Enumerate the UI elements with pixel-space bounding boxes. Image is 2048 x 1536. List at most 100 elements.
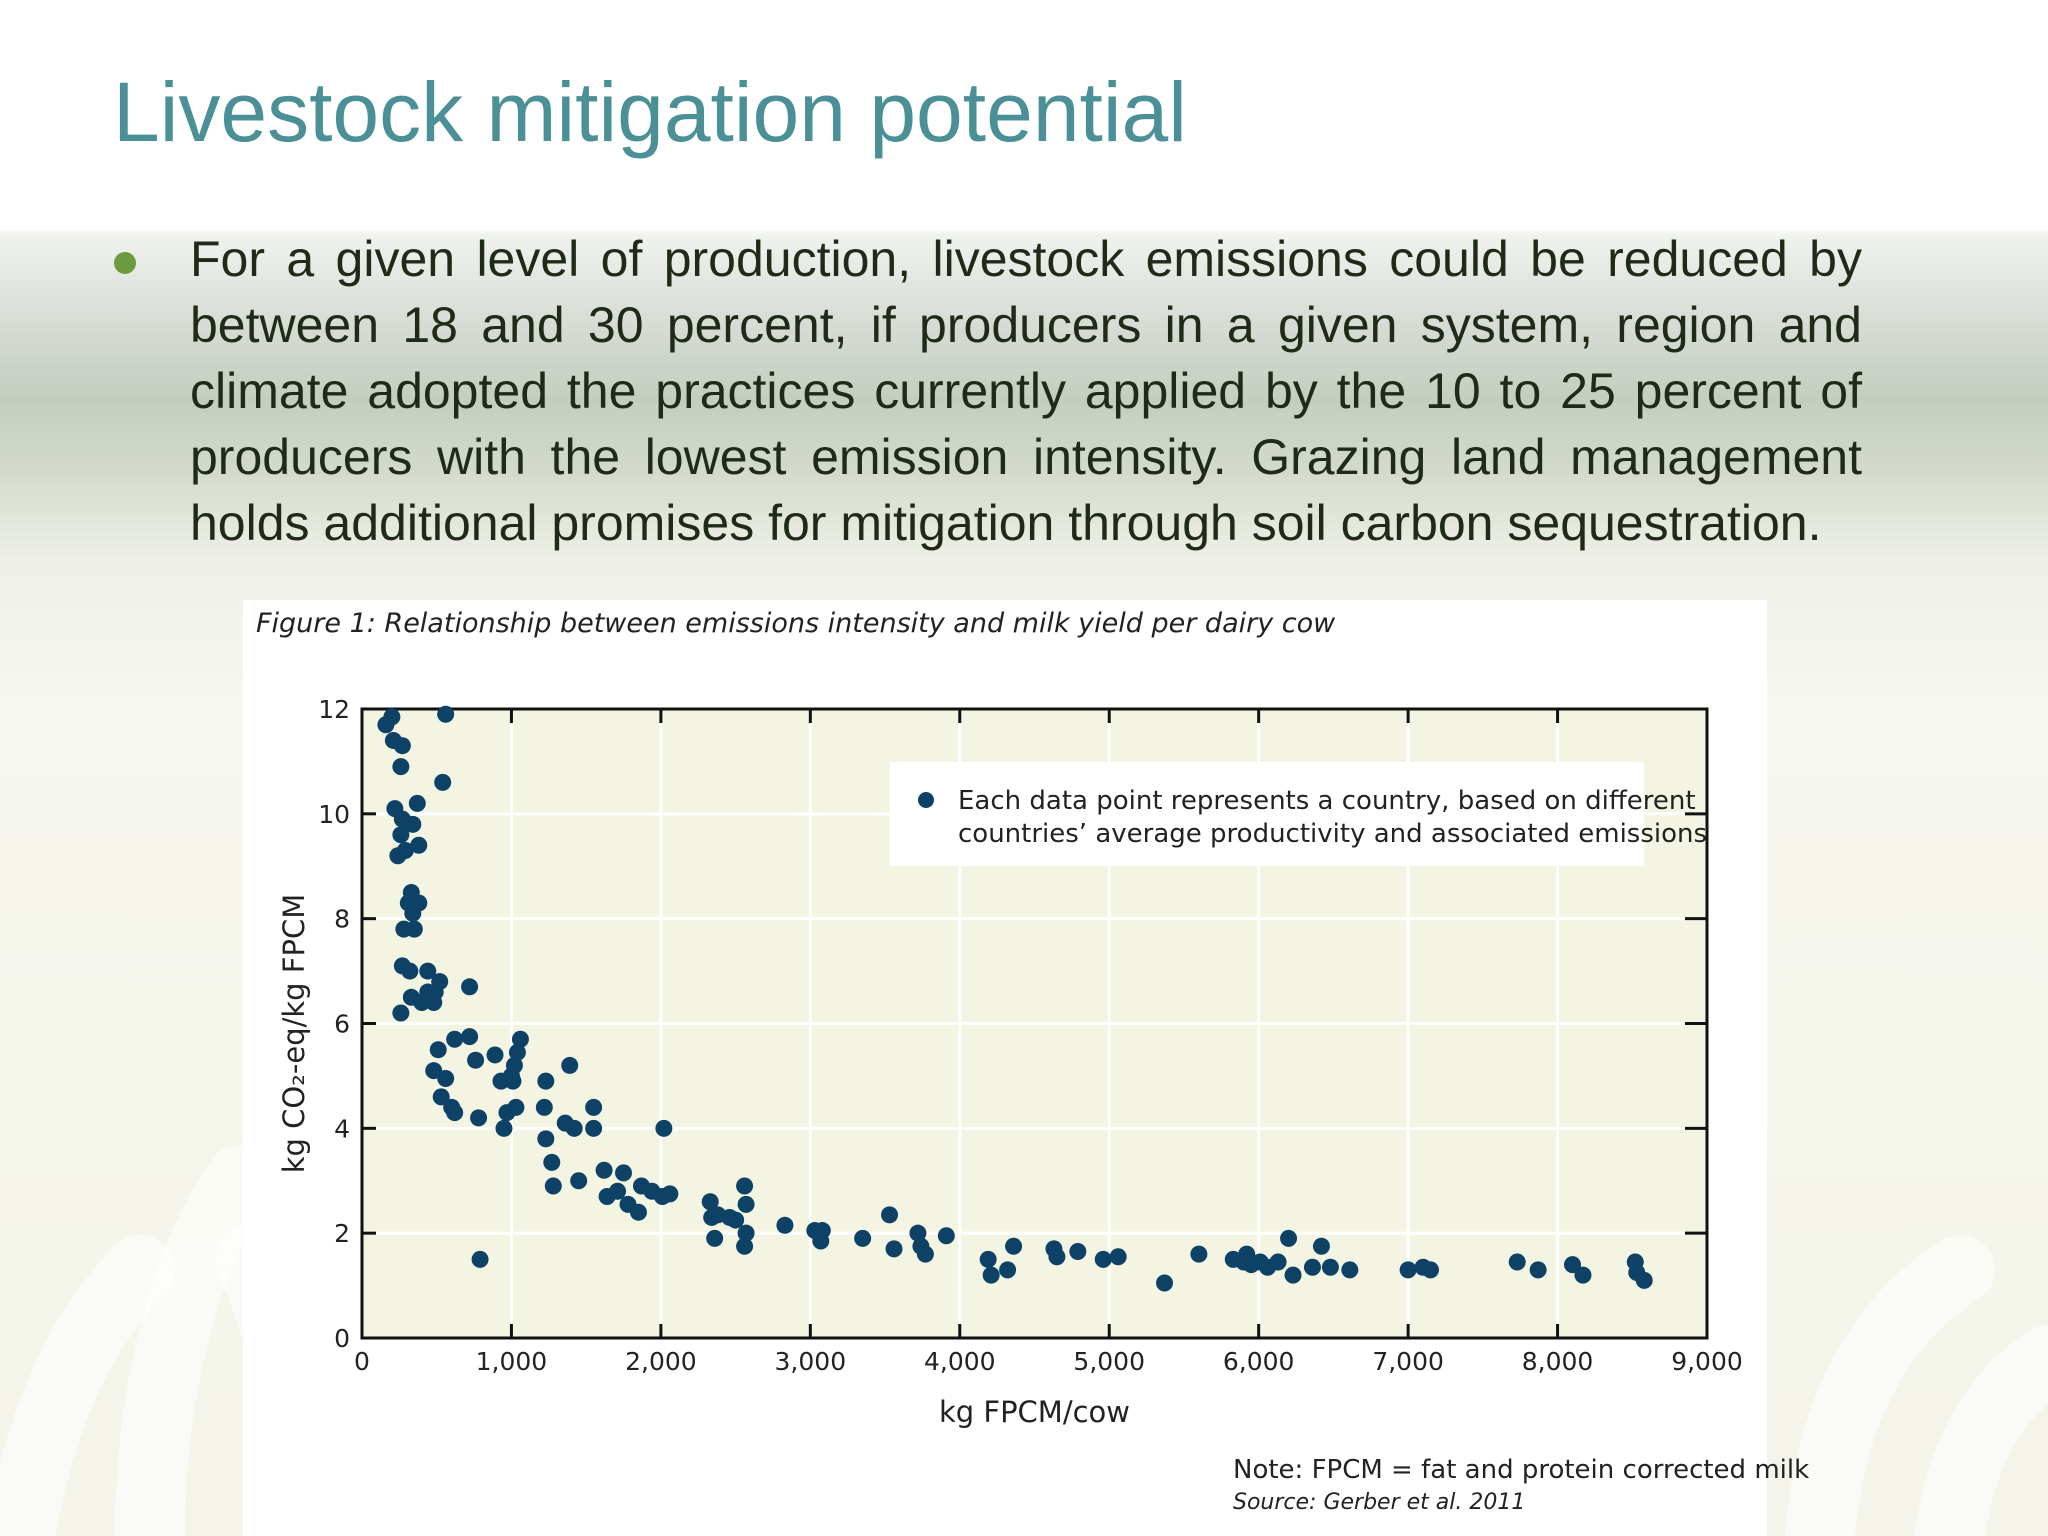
x-tick-label: 2,000 (625, 1347, 697, 1376)
data-point (508, 1043, 526, 1061)
data-point (570, 1172, 588, 1190)
data-point (655, 1119, 673, 1137)
figure-source: Source: Gerber et al. 2011 (1233, 1490, 1526, 1515)
data-point (404, 815, 422, 833)
data-point (396, 842, 414, 860)
data-point (544, 1177, 562, 1195)
data-point (885, 1240, 903, 1258)
data-point (1321, 1258, 1339, 1276)
x-tick-label: 0 (354, 1347, 370, 1376)
data-point (408, 794, 426, 812)
data-point (537, 1130, 555, 1148)
data-point (1280, 1229, 1298, 1247)
data-point (461, 1028, 479, 1046)
x-tick-label: 3,000 (775, 1347, 847, 1376)
data-point (565, 1119, 583, 1137)
data-point (504, 1072, 522, 1090)
data-point (461, 978, 479, 996)
data-point (909, 1224, 927, 1242)
data-point (585, 1098, 603, 1116)
data-point (727, 1211, 745, 1229)
axis-ticks (362, 709, 1707, 1338)
data-point (706, 1229, 724, 1247)
legend: Each data point represents a country, ba… (890, 762, 1707, 866)
y-tick-label: 8 (334, 905, 350, 934)
x-tick-label: 7,000 (1372, 1347, 1444, 1376)
data-point (701, 1193, 719, 1211)
data-point (505, 1056, 523, 1074)
data-point (609, 1182, 627, 1200)
x-tick-label: 1,000 (476, 1347, 548, 1376)
data-point (999, 1261, 1017, 1279)
data-point (1005, 1237, 1023, 1255)
data-point (1341, 1261, 1359, 1279)
data-point (1048, 1248, 1066, 1266)
data-point (916, 1245, 934, 1263)
data-point (543, 1153, 561, 1171)
data-point (1312, 1237, 1330, 1255)
y-tick-label: 10 (318, 800, 350, 829)
data-point (1422, 1261, 1440, 1279)
data-point (537, 1072, 555, 1090)
data-point (737, 1224, 755, 1242)
x-tick-label: 6,000 (1223, 1347, 1295, 1376)
data-point (446, 1104, 464, 1122)
data-point (392, 1004, 410, 1022)
data-point (585, 1119, 603, 1137)
data-point (1399, 1261, 1417, 1279)
data-point (419, 962, 437, 980)
data-point (437, 705, 455, 723)
data-point (881, 1206, 899, 1224)
figure-note: Note: FPCM = fat and protein corrected m… (1233, 1455, 1810, 1485)
data-point (813, 1222, 831, 1240)
legend-text-line-2: countries’ average productivity and asso… (958, 819, 1707, 849)
y-axis-title: kg CO₂-eq/kg FPCM (277, 894, 311, 1173)
data-point (393, 737, 411, 755)
data-point (446, 1030, 464, 1048)
data-point (434, 773, 452, 791)
data-point (392, 826, 410, 844)
data-point (392, 758, 410, 776)
data-point (425, 1062, 443, 1080)
y-tick-label: 0 (334, 1324, 350, 1353)
data-point (776, 1216, 794, 1234)
data-point (405, 920, 423, 938)
data-point (1564, 1256, 1581, 1274)
data-point (1284, 1266, 1302, 1284)
data-point (437, 1070, 455, 1088)
data-point (595, 1161, 613, 1179)
data-point (629, 1203, 647, 1221)
data-point (425, 994, 443, 1012)
data-point (507, 1098, 525, 1116)
data-points (377, 705, 1653, 1292)
data-point (1190, 1245, 1208, 1263)
data-point (1635, 1271, 1653, 1289)
figure-caption: Figure 1: Relationship between emissions… (256, 608, 1336, 639)
legend-marker (918, 792, 934, 808)
data-point (979, 1250, 997, 1268)
y-tick-label: 2 (334, 1219, 350, 1248)
plot-frame (360, 707, 1709, 1340)
legend-box (890, 762, 1644, 866)
data-point (401, 962, 419, 980)
data-point (1574, 1266, 1592, 1284)
x-tick-label: 9,000 (1671, 1347, 1743, 1376)
data-point (561, 1056, 579, 1074)
y-tick-label: 4 (334, 1114, 350, 1143)
data-point (854, 1229, 872, 1247)
data-point (615, 1164, 633, 1182)
data-point (471, 1250, 489, 1268)
data-point (410, 836, 428, 854)
bullet-marker (114, 252, 136, 274)
bullet-text: For a given level of production, livesto… (190, 231, 1862, 551)
data-point (511, 1030, 529, 1048)
data-point (432, 1088, 450, 1106)
data-point (1529, 1261, 1547, 1279)
y-tick-label: 6 (334, 1010, 350, 1039)
data-point (383, 708, 401, 726)
data-point (1269, 1253, 1287, 1271)
data-point (495, 1119, 513, 1137)
data-point (470, 1109, 488, 1127)
legend-text-line-1: Each data point represents a country, ba… (958, 786, 1696, 816)
data-point (486, 1046, 504, 1064)
